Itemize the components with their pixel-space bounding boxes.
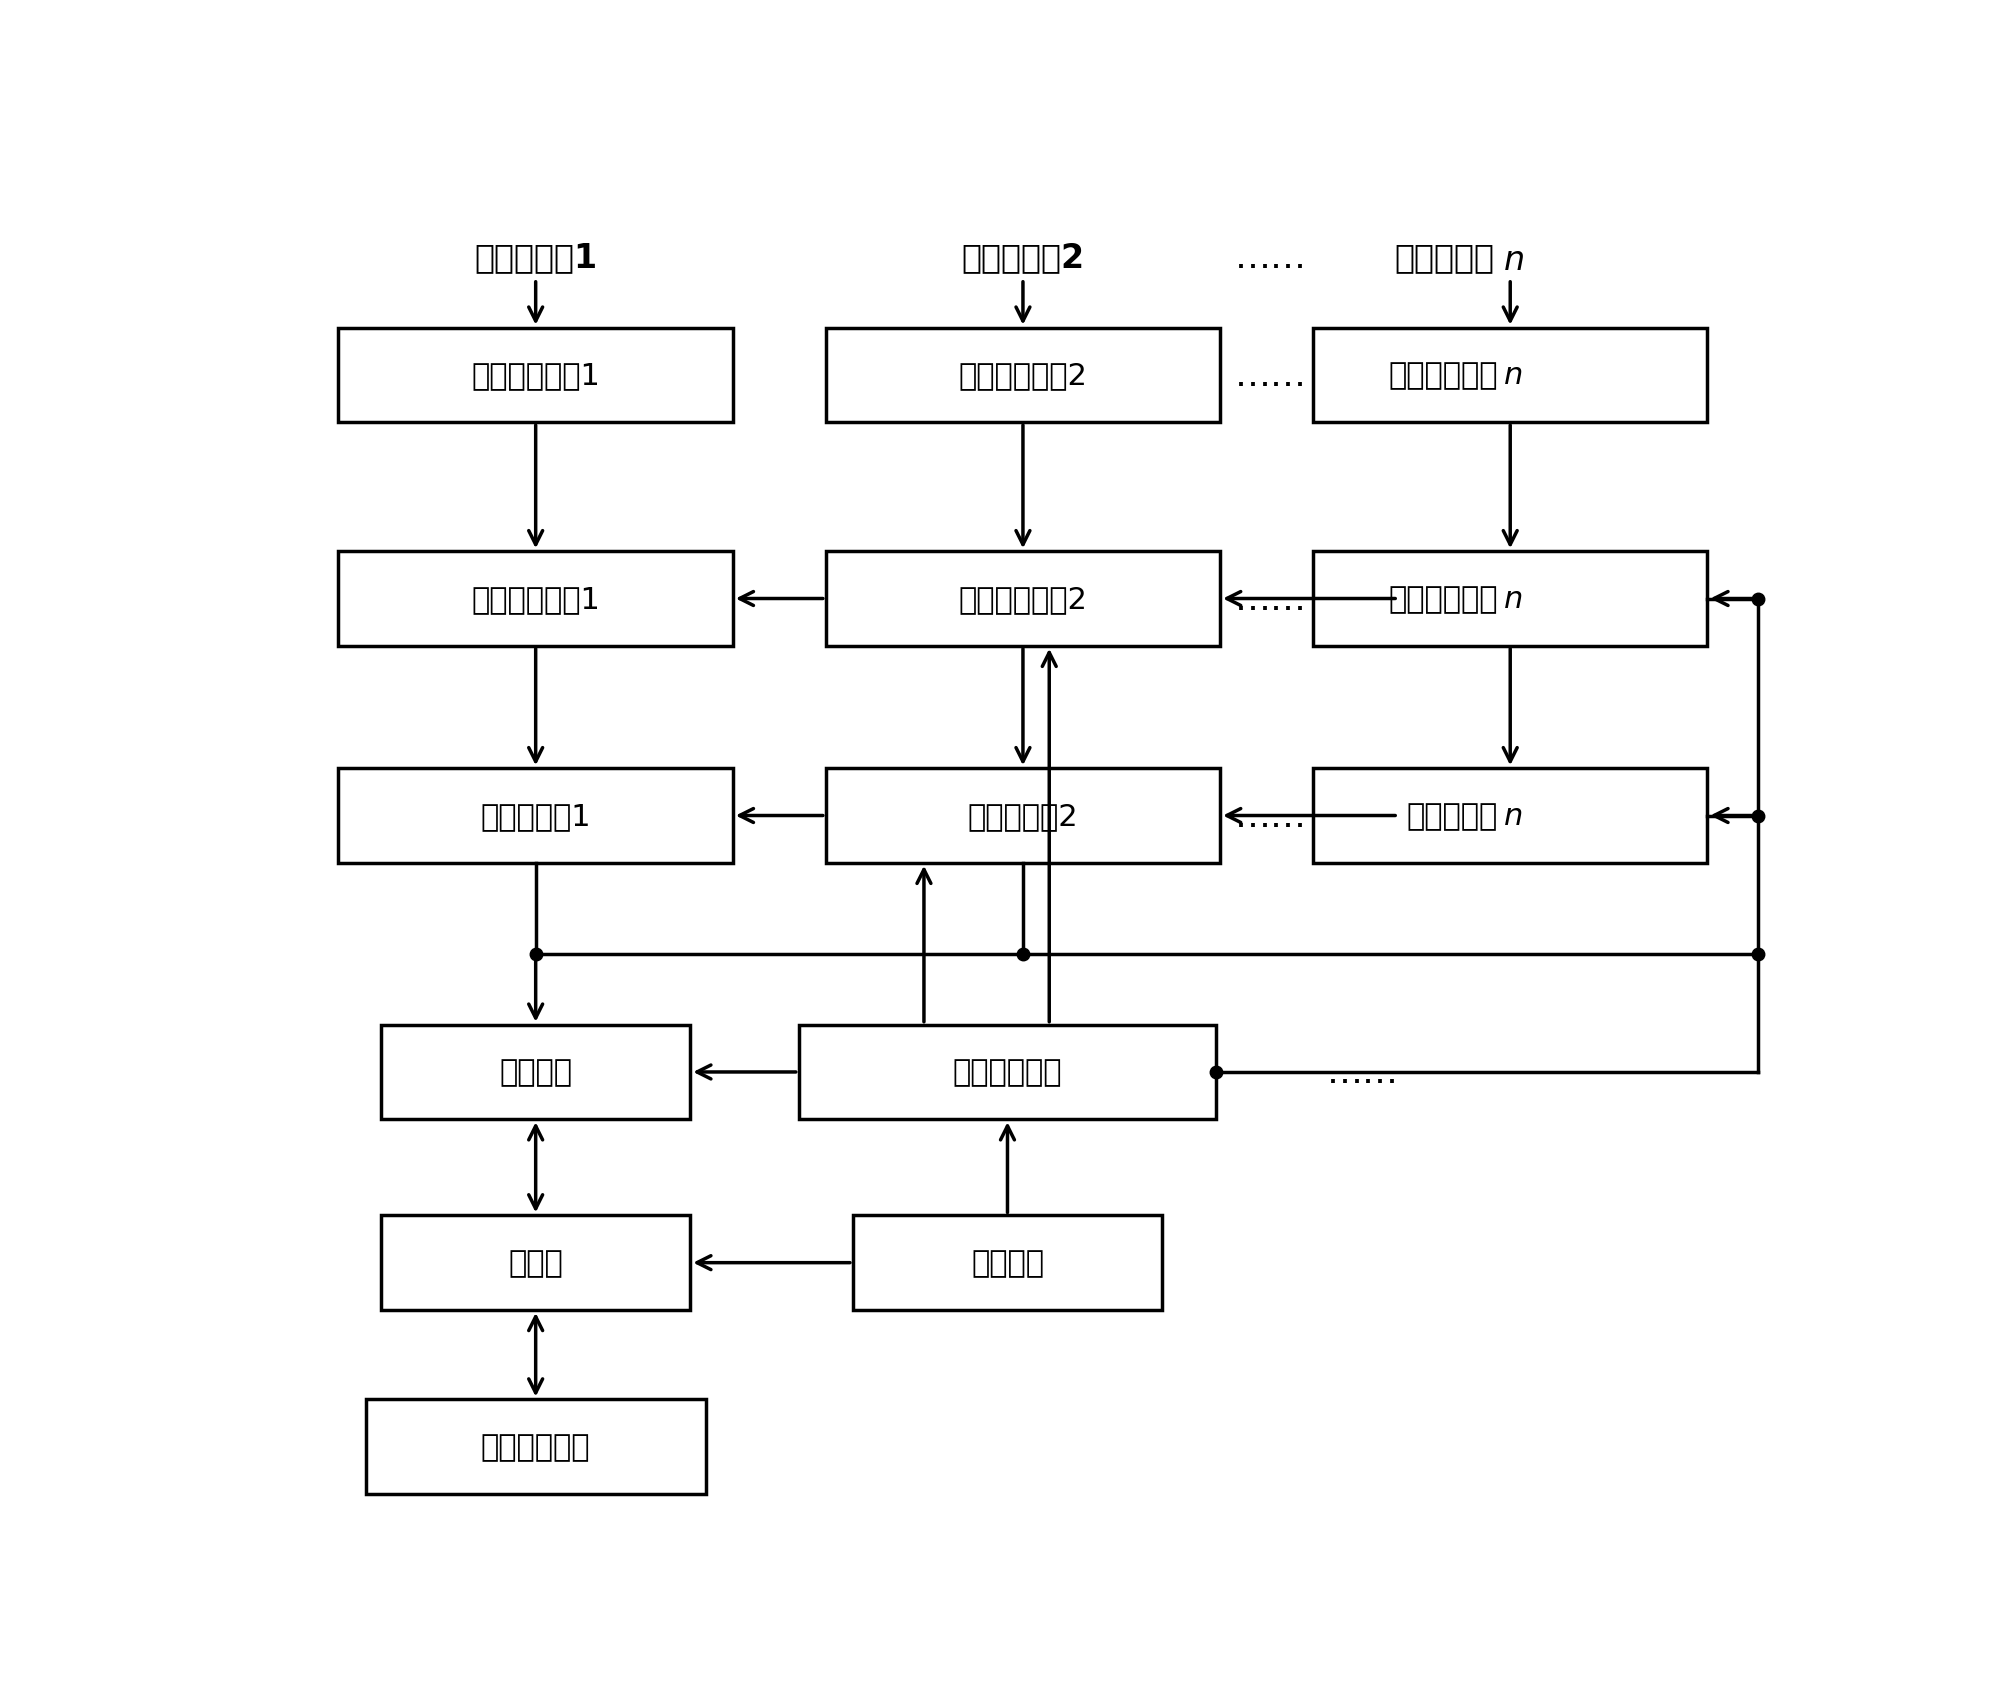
Text: 模数转换电路1: 模数转换电路1 (471, 586, 601, 613)
Bar (826, 768, 1220, 864)
Bar (1313, 768, 1707, 864)
Bar (798, 1024, 1216, 1120)
Bar (826, 328, 1220, 423)
Text: 时钟电路: 时钟电路 (970, 1248, 1044, 1277)
Text: ……: …… (1234, 799, 1307, 833)
Bar (339, 551, 733, 647)
Text: 人机接口电路: 人机接口电路 (481, 1432, 591, 1461)
Text: 控制逻辑电路: 控制逻辑电路 (952, 1058, 1062, 1087)
Text: 数据寄存器: 数据寄存器 (1407, 802, 1497, 831)
Text: ……: …… (1234, 582, 1307, 616)
Text: n: n (1505, 586, 1523, 613)
Text: 信号调理电路1: 信号调理电路1 (471, 362, 601, 391)
Text: n: n (1505, 802, 1523, 831)
Text: n: n (1505, 362, 1523, 391)
Text: 计算机: 计算机 (509, 1248, 563, 1277)
Text: 正弦波信号1: 正弦波信号1 (475, 241, 597, 273)
Bar (852, 1215, 1162, 1311)
Text: 模数转换电路: 模数转换电路 (1389, 586, 1497, 613)
Text: n: n (1505, 244, 1525, 277)
Bar (339, 328, 733, 423)
Text: ……: …… (1234, 241, 1307, 275)
Bar (381, 1215, 691, 1311)
Text: 数据寄存器1: 数据寄存器1 (481, 802, 591, 831)
Text: 接口电路: 接口电路 (499, 1058, 573, 1087)
Bar (365, 1400, 707, 1494)
Text: 信号调理电路2: 信号调理电路2 (958, 362, 1088, 391)
Text: 模数转换电路2: 模数转换电路2 (958, 586, 1088, 613)
Bar (339, 768, 733, 864)
Bar (1313, 328, 1707, 423)
Text: ……: …… (1327, 1055, 1399, 1089)
Text: 正弦波信号: 正弦波信号 (1395, 241, 1495, 273)
Bar (826, 551, 1220, 647)
Text: 正弦波信号2: 正弦波信号2 (962, 241, 1084, 273)
Text: 信号调理电路: 信号调理电路 (1389, 362, 1497, 391)
Bar (381, 1024, 691, 1120)
Text: ……: …… (1234, 358, 1307, 393)
Bar (1313, 551, 1707, 647)
Text: 数据寄存器2: 数据寄存器2 (968, 802, 1078, 831)
